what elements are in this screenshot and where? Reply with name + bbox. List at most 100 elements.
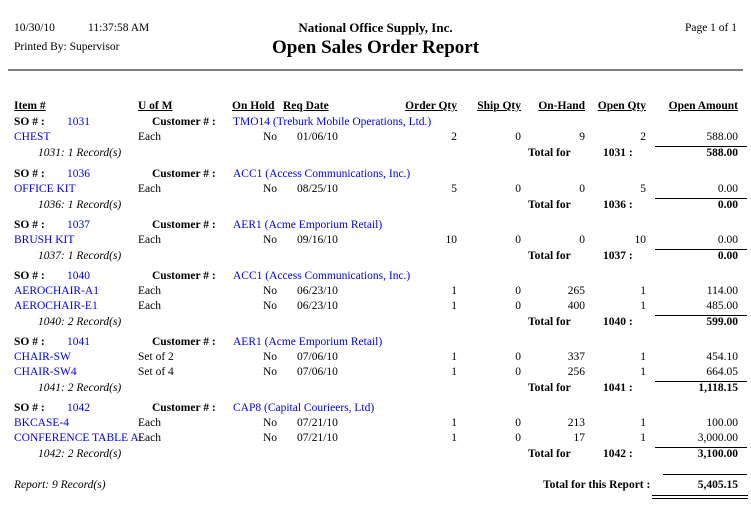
customer-label: Customer # : xyxy=(152,402,216,414)
open-qty-cell: 1 xyxy=(640,285,646,297)
item-row: BRUSH KIT Each No 09/16/10 10 0 0 10 0.0… xyxy=(0,234,751,248)
page-title: Open Sales Order Report xyxy=(271,37,480,58)
order-qty-cell: 5 xyxy=(451,183,457,195)
uom-cell: Each xyxy=(138,131,161,143)
col-ship-qty: Ship Qty xyxy=(477,100,521,112)
item-row: AEROCHAIR-A1 Each No 06/23/10 1 0 265 1 … xyxy=(0,285,751,299)
total-for-label: Total for xyxy=(528,382,571,394)
report-time: 11:37:58 AM xyxy=(88,22,150,34)
customer-link[interactable]: TMO14 (Treburk Mobile Operations, Ltd.) xyxy=(233,116,432,128)
item-link[interactable]: OFFICE KIT xyxy=(14,183,76,195)
so-number-link[interactable]: 1031 xyxy=(67,116,90,128)
customer-link[interactable]: AER1 (Acme Emporium Retail) xyxy=(233,336,383,348)
ship-qty-cell: 0 xyxy=(515,234,521,246)
uom-cell: Each xyxy=(138,285,161,297)
order-qty-cell: 2 xyxy=(451,131,457,143)
open-qty-cell: 1 xyxy=(640,432,646,444)
printed-by: Printed By: Supervisor xyxy=(14,41,120,53)
group-total-amount: 0.00 xyxy=(717,199,738,211)
col-req-date: Req Date xyxy=(283,100,329,112)
on-hold-cell: No xyxy=(263,351,278,363)
so-header-row: SO # : 1042 Customer # : CAP8 (Capital C… xyxy=(0,402,751,416)
col-open-amount: Open Amount xyxy=(668,100,738,112)
ship-qty-cell: 0 xyxy=(515,366,521,378)
so-number-link[interactable]: 1036 xyxy=(67,168,90,180)
total-separator-line xyxy=(655,381,747,382)
group-records-note: 1031: 1 Record(s) xyxy=(38,147,122,159)
on-hold-cell: No xyxy=(263,131,278,143)
open-qty-cell: 1 xyxy=(640,417,646,429)
uom-cell: Each xyxy=(138,417,161,429)
item-link[interactable]: CHAIR-SW4 xyxy=(14,366,77,378)
open-amount-cell: 664.05 xyxy=(706,366,738,378)
order-qty-cell: 1 xyxy=(451,366,457,378)
ship-qty-cell: 0 xyxy=(515,183,521,195)
on-hold-cell: No xyxy=(263,432,278,444)
total-so-label: 1040 : xyxy=(603,316,633,328)
customer-label: Customer # : xyxy=(152,116,216,128)
col-on-hold: On Hold xyxy=(232,100,275,112)
total-so-label: 1031 : xyxy=(603,147,633,159)
total-for-label: Total for xyxy=(528,250,571,262)
req-date-cell: 07/06/10 xyxy=(297,366,338,378)
so-header-row: SO # : 1040 Customer # : ACC1 (Access Co… xyxy=(0,270,751,284)
customer-link[interactable]: ACC1 (Access Communications, Inc.) xyxy=(233,168,411,180)
req-date-cell: 09/16/10 xyxy=(297,234,338,246)
ship-qty-cell: 0 xyxy=(515,131,521,143)
item-link[interactable]: AEROCHAIR-E1 xyxy=(14,300,98,312)
item-row: AEROCHAIR-E1 Each No 06/23/10 1 0 400 1 … xyxy=(0,300,751,314)
ship-qty-cell: 0 xyxy=(515,285,521,297)
col-item: Item # xyxy=(14,100,46,112)
item-row: CHAIR-SW4 Set of 4 No 07/06/10 1 0 256 1… xyxy=(0,366,751,380)
on-hand-cell: 337 xyxy=(567,351,585,363)
item-link[interactable]: CHAIR-SW xyxy=(14,351,71,363)
total-separator-line xyxy=(655,447,747,448)
so-header-row: SO # : 1037 Customer # : AER1 (Acme Empo… xyxy=(0,219,751,233)
on-hand-cell: 400 xyxy=(567,300,585,312)
so-number-link[interactable]: 1040 xyxy=(67,270,90,282)
report-total-row: Report: 9 Record(s) Total for this Repor… xyxy=(0,479,751,493)
on-hand-cell: 17 xyxy=(573,432,586,444)
so-number-link[interactable]: 1037 xyxy=(67,219,90,231)
customer-link[interactable]: ACC1 (Access Communications, Inc.) xyxy=(233,270,411,282)
column-header-row: Item # U of M On Hold Req Date Order Qty… xyxy=(0,100,751,114)
open-qty-cell: 2 xyxy=(640,131,646,143)
uom-cell: Each xyxy=(138,183,161,195)
item-link[interactable]: AEROCHAIR-A1 xyxy=(14,285,99,297)
req-date-cell: 07/21/10 xyxy=(297,432,338,444)
customer-link[interactable]: CAP8 (Capital Courieers, Ltd) xyxy=(233,402,375,414)
group-records-note: 1037: 1 Record(s) xyxy=(38,250,122,262)
on-hold-cell: No xyxy=(263,417,278,429)
total-for-label: Total for xyxy=(528,147,571,159)
item-link[interactable]: BRUSH KIT xyxy=(14,234,75,246)
so-label: SO # : xyxy=(14,336,45,348)
req-date-cell: 08/25/10 xyxy=(297,183,338,195)
so-number-link[interactable]: 1041 xyxy=(67,336,90,348)
so-label: SO # : xyxy=(14,219,45,231)
order-qty-cell: 1 xyxy=(451,417,457,429)
open-amount-cell: 588.00 xyxy=(706,131,738,143)
item-link[interactable]: CHEST xyxy=(14,131,51,143)
uom-cell: Each xyxy=(138,432,161,444)
report-total-label: Total for this Report : xyxy=(543,479,651,491)
req-date-cell: 06/23/10 xyxy=(297,300,338,312)
so-label: SO # : xyxy=(14,168,45,180)
open-amount-cell: 3,000.00 xyxy=(697,432,738,444)
customer-link[interactable]: AER1 (Acme Emporium Retail) xyxy=(233,219,383,231)
item-link[interactable]: BKCASE-4 xyxy=(14,417,69,429)
item-row: CONFERENCE TABLE A: Each No 07/21/10 1 0… xyxy=(0,432,751,446)
order-qty-cell: 1 xyxy=(451,285,457,297)
req-date-cell: 07/06/10 xyxy=(297,351,338,363)
open-qty-cell: 1 xyxy=(640,366,646,378)
report-total-amount: 5,405.15 xyxy=(697,479,738,491)
open-amount-cell: 0.00 xyxy=(717,234,738,246)
on-hand-cell: 0 xyxy=(579,234,585,246)
item-link[interactable]: CONFERENCE TABLE A: xyxy=(14,432,142,444)
customer-label: Customer # : xyxy=(152,168,216,180)
group-total-row: 1040: 2 Record(s) Total for 1040 : 599.0… xyxy=(0,316,751,330)
ship-qty-cell: 0 xyxy=(515,300,521,312)
uom-cell: Set of 2 xyxy=(138,351,174,363)
total-so-label: 1041 : xyxy=(603,382,633,394)
so-number-link[interactable]: 1042 xyxy=(67,402,90,414)
